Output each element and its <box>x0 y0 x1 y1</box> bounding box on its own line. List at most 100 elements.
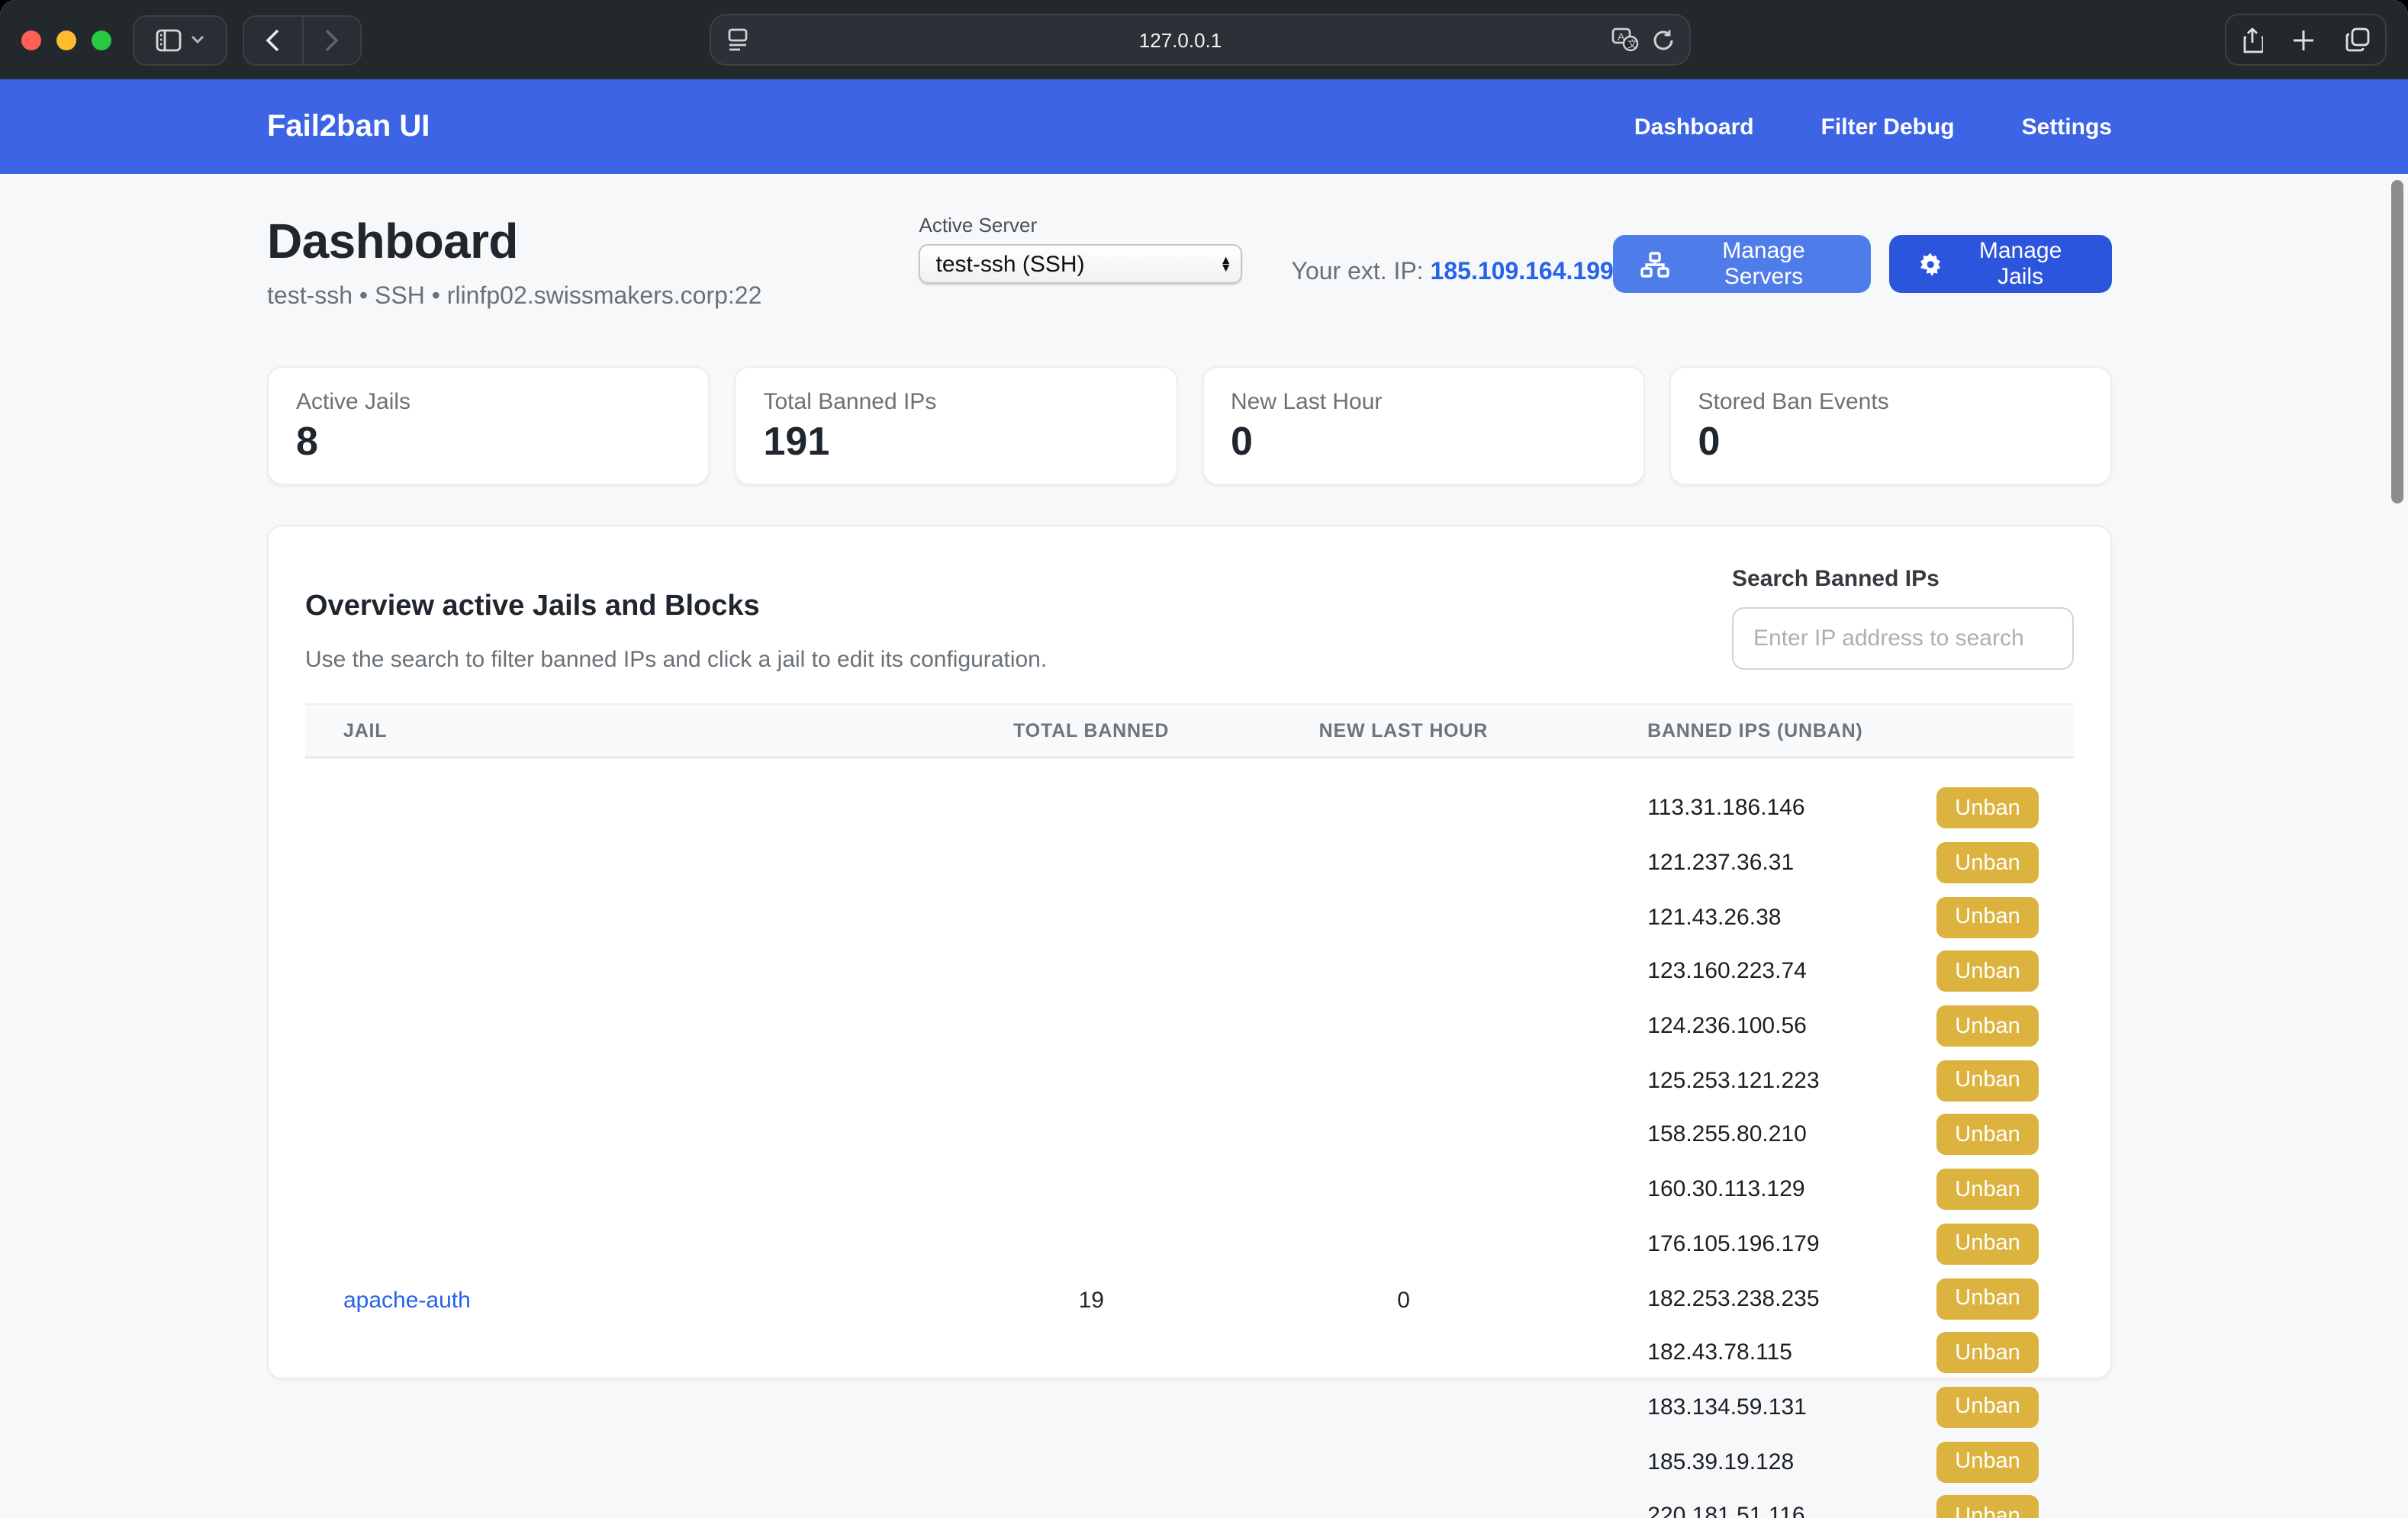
page-title: Dashboard <box>267 214 519 269</box>
unban-button[interactable]: Unban <box>1936 896 2039 938</box>
overview-card: Overview active Jails and Blocks Use the… <box>267 525 2112 1518</box>
external-ip: Your ext. IP: 185.109.164.199 <box>1292 259 1614 287</box>
active-server-select[interactable]: test-ssh (SSH) ▲ ▼ <box>919 244 1243 284</box>
page-subtitle: test-ssh • SSH • rlinfp02.swissmakers.co… <box>267 284 762 310</box>
stat-label: Stored Ban Events <box>1698 389 1889 415</box>
banned-ip-row: 121.43.26.38 Unban <box>1525 890 2074 944</box>
banned-ip-row: 160.30.113.129 Unban <box>1525 1163 2074 1217</box>
total-banned-cell: 19 <box>1078 1287 1104 1313</box>
app-brand[interactable]: Fail2ban UI <box>267 109 430 143</box>
banned-ip-address: 220.181.51.116 <box>1647 1503 1805 1518</box>
banned-ip-row: 183.134.59.131 Unban <box>1525 1380 2074 1434</box>
jails-table: JAIL TOTAL BANNED NEW LAST HOUR BANNED I… <box>305 703 2074 1518</box>
active-server-label: Active Server <box>919 214 1038 236</box>
url-text[interactable]: 127.0.0.1 <box>1138 28 1222 51</box>
unban-button[interactable]: Unban <box>1936 1332 2039 1374</box>
unban-button[interactable]: Unban <box>1936 1495 2039 1518</box>
table-header: JAIL TOTAL BANNED NEW LAST HOUR BANNED I… <box>305 703 2074 758</box>
reload-icon[interactable] <box>1653 28 1674 51</box>
nav-link-filter-debug[interactable]: Filter Debug <box>1820 114 1955 140</box>
search-label: Search Banned IPs <box>1732 566 1940 592</box>
tab-overview-icon[interactable] <box>2345 27 2370 52</box>
stat-card-new-last-hour: New Last Hour 0 <box>1202 366 1645 485</box>
minimize-window-button[interactable] <box>56 30 76 50</box>
banned-ip-row: 113.31.186.146 Unban <box>1525 781 2074 835</box>
banned-ip-address: 160.30.113.129 <box>1647 1176 1805 1203</box>
unban-button[interactable]: Unban <box>1936 1441 2039 1483</box>
active-server-block: Active Server test-ssh (SSH) ▲ ▼ <box>919 214 1243 284</box>
page-settings-icon[interactable] <box>726 27 749 52</box>
unban-button[interactable]: Unban <box>1936 787 2039 829</box>
banned-ip-row: 185.39.19.128 Unban <box>1525 1435 2074 1489</box>
forward-button[interactable] <box>301 16 360 63</box>
scrollbar-thumb[interactable] <box>2391 180 2403 503</box>
nav-link-settings[interactable]: Settings <box>2021 114 2112 140</box>
unban-button[interactable]: Unban <box>1936 1386 2039 1428</box>
active-server-value: test-ssh (SSH) <box>935 251 1085 277</box>
banned-ip-address: 183.134.59.131 <box>1647 1394 1807 1420</box>
stat-value: 191 <box>763 418 830 464</box>
external-ip-value[interactable]: 185.109.164.199 <box>1430 259 1614 285</box>
unban-button[interactable]: Unban <box>1936 1005 2039 1047</box>
gear-icon <box>1917 251 1943 277</box>
stat-value: 8 <box>296 418 318 464</box>
banned-ip-address: 182.43.78.115 <box>1647 1340 1792 1366</box>
banned-ip-row: 182.253.238.235 Unban <box>1525 1271 2074 1325</box>
stat-cards: Active Jails 8 Total Banned IPs 191 New … <box>267 366 2112 485</box>
window-controls <box>21 30 111 50</box>
column-header-jail: JAIL <box>343 720 388 741</box>
search-input[interactable] <box>1732 607 2074 670</box>
column-header-total-banned: TOTAL BANNED <box>1013 720 1170 741</box>
banned-ip-address: 121.43.26.38 <box>1647 904 1782 931</box>
table-row: apache-auth 19 0 113.31.186.146 Unban 121.… <box>305 758 2074 1518</box>
close-window-button[interactable] <box>21 30 41 50</box>
manage-servers-label: Manage Servers <box>1722 238 1805 290</box>
toolbar-actions <box>2225 14 2387 66</box>
banned-ip-row: 220.181.51.116 Unban <box>1525 1489 2074 1518</box>
stat-value: 0 <box>1698 418 1721 464</box>
banned-ip-address: 121.237.36.31 <box>1647 850 1795 876</box>
stat-label: Active Jails <box>296 389 411 415</box>
banned-ip-row: 176.105.196.179 Unban <box>1525 1217 2074 1271</box>
unban-button[interactable]: Unban <box>1936 842 2039 884</box>
banned-ip-list: 113.31.186.146 Unban 121.237.36.31 Unban 121… <box>1525 758 2074 1518</box>
overview-subtitle: Use the search to filter banned IPs and … <box>305 647 1048 673</box>
new-last-hour-cell: 0 <box>1397 1287 1410 1313</box>
select-arrows-icon: ▲ ▼ <box>1219 253 1232 275</box>
app-navbar: Fail2ban UI Dashboard Filter Debug Setti… <box>0 79 2408 174</box>
stat-card-active-jails: Active Jails 8 <box>267 366 710 485</box>
sidebar-toggle-button[interactable] <box>133 14 227 65</box>
unban-button[interactable]: Unban <box>1936 1223 2039 1265</box>
stat-label: Total Banned IPs <box>763 389 937 415</box>
banned-ip-address: 185.39.19.128 <box>1647 1449 1795 1475</box>
manage-jails-label: Manage Jails <box>1978 238 2062 290</box>
banned-ip-address: 113.31.186.146 <box>1647 795 1805 822</box>
back-button[interactable] <box>244 16 301 63</box>
jail-link[interactable]: apache-auth <box>343 1287 471 1313</box>
new-tab-icon[interactable] <box>2293 28 2316 51</box>
unban-button[interactable]: Unban <box>1936 1114 2039 1156</box>
banned-ip-row: 182.43.78.115 Unban <box>1525 1326 2074 1380</box>
banned-ip-address: 123.160.223.74 <box>1647 958 1807 985</box>
external-ip-label: Your ext. IP: <box>1291 259 1431 285</box>
zoom-window-button[interactable] <box>92 30 111 50</box>
column-header-banned-ips: BANNED IPS (UNBAN) <box>1647 720 1863 741</box>
unban-button[interactable]: Unban <box>1936 1169 2039 1211</box>
unban-button[interactable]: Unban <box>1936 1060 2039 1102</box>
manage-servers-button[interactable]: Manage Servers <box>1613 235 1872 293</box>
nav-link-dashboard[interactable]: Dashboard <box>1634 114 1754 140</box>
unban-button[interactable]: Unban <box>1936 950 2039 992</box>
stat-card-stored-ban-events: Stored Ban Events 0 <box>1669 366 2112 485</box>
banned-ip-address: 124.236.100.56 <box>1647 1013 1807 1040</box>
servers-diagram-icon <box>1641 251 1670 277</box>
unban-button[interactable]: Unban <box>1936 1278 2039 1320</box>
share-icon[interactable] <box>2242 27 2263 53</box>
manage-jails-button[interactable]: Manage Jails <box>1889 235 2112 293</box>
history-nav-group <box>243 14 362 65</box>
banned-ip-address: 125.253.121.223 <box>1647 1067 1820 1094</box>
column-header-new-last-hour: NEW LAST HOUR <box>1318 720 1489 741</box>
